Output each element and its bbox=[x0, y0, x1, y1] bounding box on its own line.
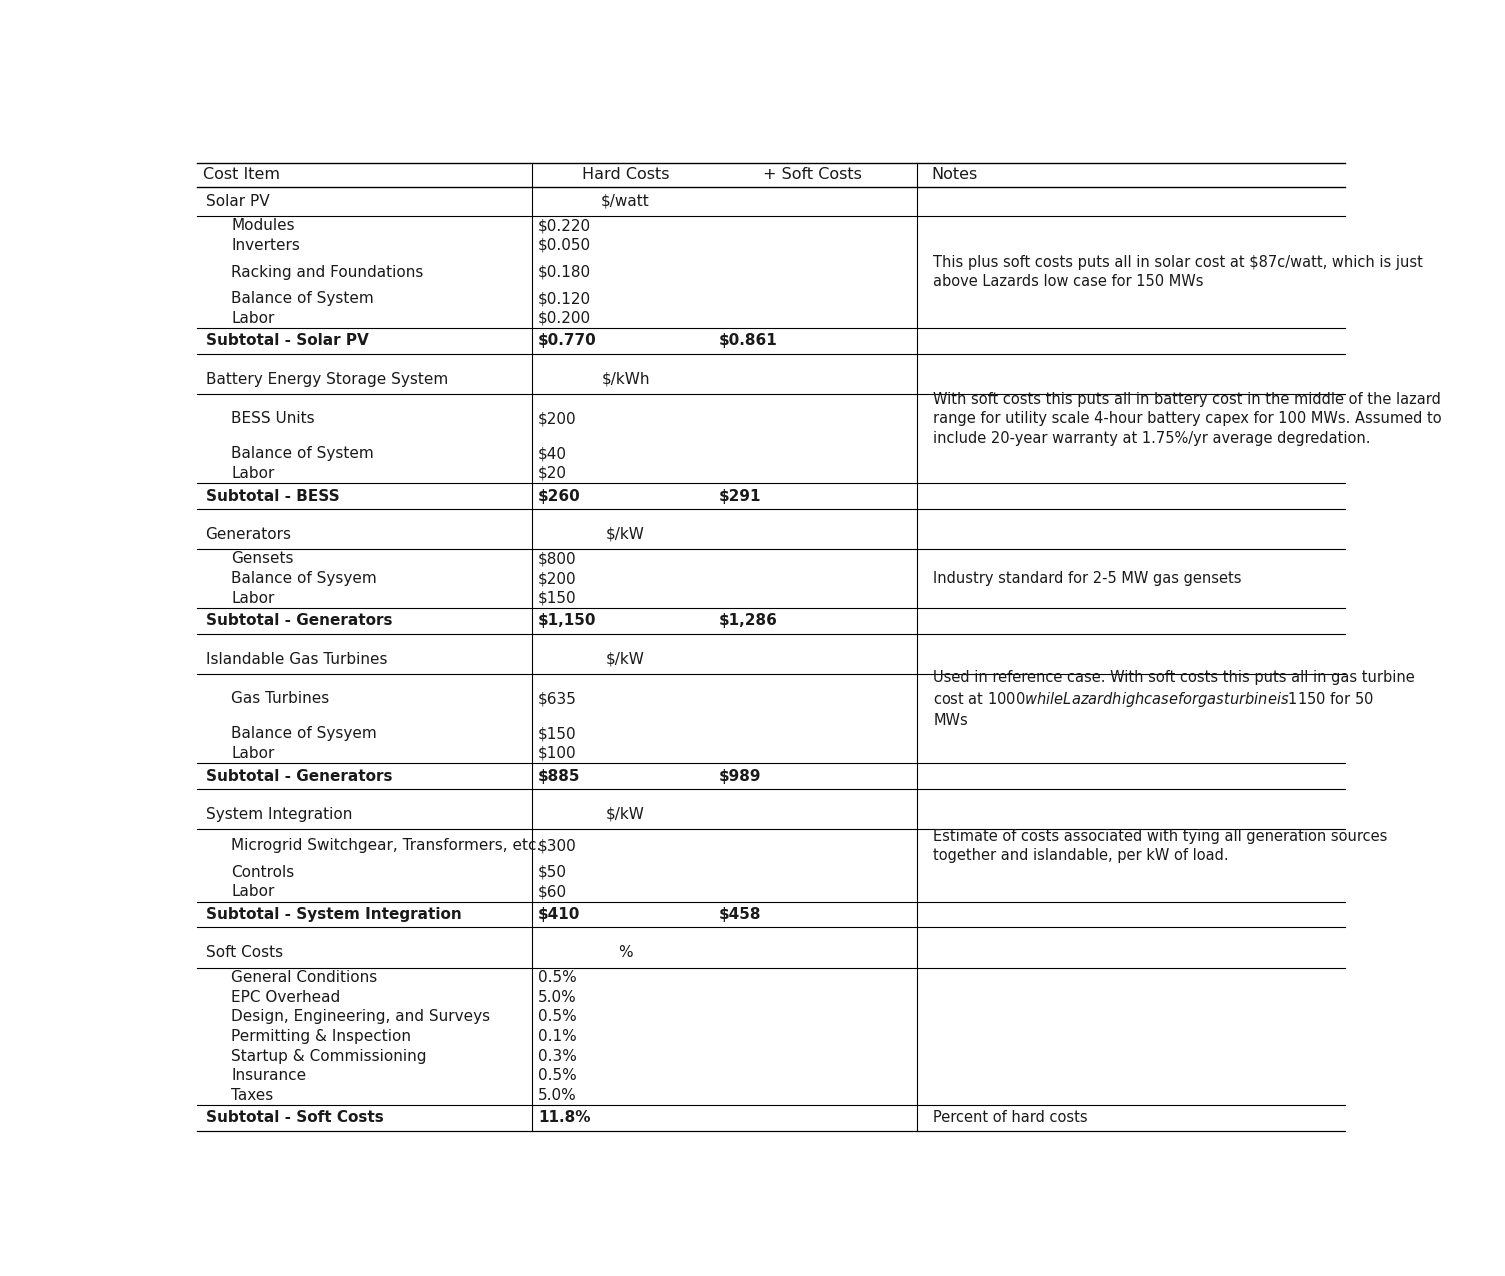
Text: Controls: Controls bbox=[232, 865, 295, 880]
Text: Insurance: Insurance bbox=[232, 1068, 307, 1083]
Text: Solar PV: Solar PV bbox=[206, 194, 269, 209]
Text: Balance of System: Balance of System bbox=[232, 447, 375, 461]
Text: $40: $40 bbox=[539, 447, 567, 461]
Text: Microgrid Switchgear, Transformers, etc.: Microgrid Switchgear, Transformers, etc. bbox=[232, 838, 542, 854]
Text: Permitting & Inspection: Permitting & Inspection bbox=[232, 1028, 411, 1044]
Text: Modules: Modules bbox=[232, 218, 295, 234]
Text: $150: $150 bbox=[539, 726, 576, 741]
Text: $0.120: $0.120 bbox=[539, 291, 591, 306]
Text: EPC Overhead: EPC Overhead bbox=[232, 990, 340, 1004]
Text: 11.8%: 11.8% bbox=[539, 1110, 590, 1125]
Text: 5.0%: 5.0% bbox=[539, 990, 576, 1004]
Text: $100: $100 bbox=[539, 746, 576, 760]
Text: $635: $635 bbox=[539, 692, 576, 707]
Text: $1,150: $1,150 bbox=[539, 614, 596, 628]
Text: Industry standard for 2-5 MW gas gensets: Industry standard for 2-5 MW gas gensets bbox=[933, 572, 1242, 586]
Text: $50: $50 bbox=[539, 865, 567, 880]
Text: Gensets: Gensets bbox=[232, 551, 293, 567]
Text: Balance of Sysyem: Balance of Sysyem bbox=[232, 572, 378, 586]
Text: Balance of Sysyem: Balance of Sysyem bbox=[232, 726, 378, 741]
Text: %: % bbox=[619, 946, 632, 961]
Text: Subtotal - Generators: Subtotal - Generators bbox=[206, 768, 393, 783]
Text: Subtotal - System Integration: Subtotal - System Integration bbox=[206, 907, 462, 923]
Text: $0.770: $0.770 bbox=[539, 333, 597, 348]
Text: $885: $885 bbox=[539, 768, 581, 783]
Text: Subtotal - Solar PV: Subtotal - Solar PV bbox=[206, 333, 369, 348]
Text: Generators: Generators bbox=[206, 527, 292, 542]
Text: $200: $200 bbox=[539, 411, 576, 426]
Text: Islandable Gas Turbines: Islandable Gas Turbines bbox=[206, 652, 387, 666]
Text: Notes: Notes bbox=[932, 167, 977, 182]
Text: $0.200: $0.200 bbox=[539, 310, 591, 325]
Text: Design, Engineering, and Surveys: Design, Engineering, and Surveys bbox=[232, 1009, 491, 1025]
Text: Subtotal - Soft Costs: Subtotal - Soft Costs bbox=[206, 1110, 384, 1125]
Text: Soft Costs: Soft Costs bbox=[206, 946, 283, 961]
Text: Estimate of costs associated with tying all generation sources
together and isla: Estimate of costs associated with tying … bbox=[933, 828, 1388, 863]
Text: Subtotal - BESS: Subtotal - BESS bbox=[206, 489, 339, 504]
Text: $20: $20 bbox=[539, 466, 567, 481]
Text: Subtotal - Generators: Subtotal - Generators bbox=[206, 614, 393, 628]
Text: 5.0%: 5.0% bbox=[539, 1088, 576, 1102]
Text: $0.180: $0.180 bbox=[539, 264, 591, 279]
Text: $989: $989 bbox=[719, 768, 762, 783]
Text: $260: $260 bbox=[539, 489, 581, 504]
Text: Battery Energy Storage System: Battery Energy Storage System bbox=[206, 371, 448, 387]
Text: 0.5%: 0.5% bbox=[539, 1009, 576, 1025]
Text: $/kW: $/kW bbox=[607, 527, 646, 542]
Text: BESS Units: BESS Units bbox=[232, 411, 315, 426]
Text: Inverters: Inverters bbox=[232, 239, 299, 253]
Text: Percent of hard costs: Percent of hard costs bbox=[933, 1110, 1088, 1125]
Text: Used in reference case. With soft costs this puts all in gas turbine
cost at $10: Used in reference case. With soft costs … bbox=[933, 670, 1415, 729]
Text: Racking and Foundations: Racking and Foundations bbox=[232, 264, 423, 279]
Text: $300: $300 bbox=[539, 838, 576, 854]
Text: $0.220: $0.220 bbox=[539, 218, 591, 234]
Text: $0.050: $0.050 bbox=[539, 239, 591, 253]
Text: 0.5%: 0.5% bbox=[539, 970, 576, 985]
Text: $150: $150 bbox=[539, 591, 576, 606]
Text: Balance of System: Balance of System bbox=[232, 291, 375, 306]
Text: 0.3%: 0.3% bbox=[539, 1049, 576, 1064]
Text: Gas Turbines: Gas Turbines bbox=[232, 692, 330, 707]
Text: $/kWh: $/kWh bbox=[602, 371, 650, 387]
Text: Labor: Labor bbox=[232, 884, 274, 900]
Text: Hard Costs: Hard Costs bbox=[582, 167, 670, 182]
Text: $/watt: $/watt bbox=[600, 194, 650, 209]
Text: $458: $458 bbox=[719, 907, 762, 923]
Text: Labor: Labor bbox=[232, 466, 274, 481]
Text: $800: $800 bbox=[539, 551, 576, 567]
Text: $/kW: $/kW bbox=[607, 806, 646, 822]
Text: $/kW: $/kW bbox=[607, 652, 646, 666]
Text: 0.5%: 0.5% bbox=[539, 1068, 576, 1083]
Text: Taxes: Taxes bbox=[232, 1088, 274, 1102]
Text: $410: $410 bbox=[539, 907, 581, 923]
Text: Labor: Labor bbox=[232, 746, 274, 760]
Text: Cost Item: Cost Item bbox=[203, 167, 280, 182]
Text: Labor: Labor bbox=[232, 591, 274, 606]
Text: This plus soft costs puts all in solar cost at $87c/watt, which is just
above La: This plus soft costs puts all in solar c… bbox=[933, 255, 1424, 290]
Text: With soft costs this puts all in battery cost in the middle of the lazard
range : With soft costs this puts all in battery… bbox=[933, 392, 1442, 445]
Text: $0.861: $0.861 bbox=[719, 333, 778, 348]
Text: System Integration: System Integration bbox=[206, 806, 352, 822]
Text: Labor: Labor bbox=[232, 310, 274, 325]
Text: Startup & Commissioning: Startup & Commissioning bbox=[232, 1049, 427, 1064]
Text: General Conditions: General Conditions bbox=[232, 970, 378, 985]
Text: $1,286: $1,286 bbox=[719, 614, 778, 628]
Text: $291: $291 bbox=[719, 489, 762, 504]
Text: + Soft Costs: + Soft Costs bbox=[763, 167, 861, 182]
Text: 0.1%: 0.1% bbox=[539, 1028, 576, 1044]
Text: $60: $60 bbox=[539, 884, 567, 900]
Text: $200: $200 bbox=[539, 572, 576, 586]
